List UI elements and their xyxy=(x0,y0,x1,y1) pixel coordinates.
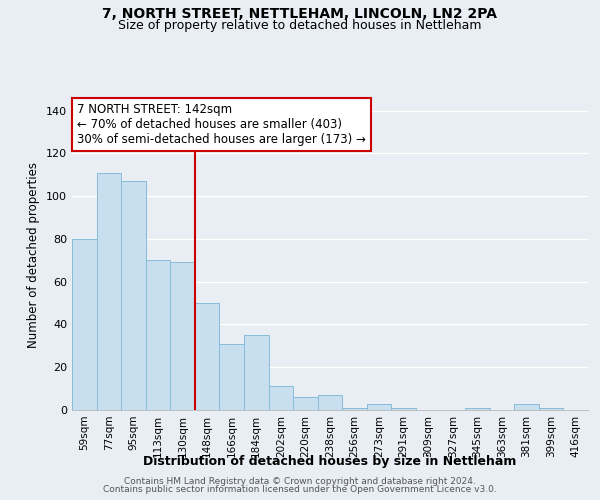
Bar xyxy=(244,335,269,410)
Bar xyxy=(318,395,342,410)
Text: Contains public sector information licensed under the Open Government Licence v3: Contains public sector information licen… xyxy=(103,485,497,494)
Text: Distribution of detached houses by size in Nettleham: Distribution of detached houses by size … xyxy=(143,455,517,468)
Bar xyxy=(170,262,195,410)
Bar xyxy=(97,172,121,410)
Text: Contains HM Land Registry data © Crown copyright and database right 2024.: Contains HM Land Registry data © Crown c… xyxy=(124,477,476,486)
Text: Size of property relative to detached houses in Nettleham: Size of property relative to detached ho… xyxy=(118,19,482,32)
Bar xyxy=(465,408,490,410)
Bar xyxy=(514,404,539,410)
Bar xyxy=(269,386,293,410)
Text: 7 NORTH STREET: 142sqm
← 70% of detached houses are smaller (403)
30% of semi-de: 7 NORTH STREET: 142sqm ← 70% of detached… xyxy=(77,103,366,146)
Y-axis label: Number of detached properties: Number of detached properties xyxy=(28,162,40,348)
Bar xyxy=(220,344,244,410)
Bar xyxy=(539,408,563,410)
Text: 7, NORTH STREET, NETTLEHAM, LINCOLN, LN2 2PA: 7, NORTH STREET, NETTLEHAM, LINCOLN, LN2… xyxy=(103,8,497,22)
Bar xyxy=(195,303,220,410)
Bar xyxy=(293,397,318,410)
Bar xyxy=(146,260,170,410)
Bar xyxy=(391,408,416,410)
Bar xyxy=(367,404,391,410)
Bar xyxy=(342,408,367,410)
Bar xyxy=(72,239,97,410)
Bar xyxy=(121,181,146,410)
